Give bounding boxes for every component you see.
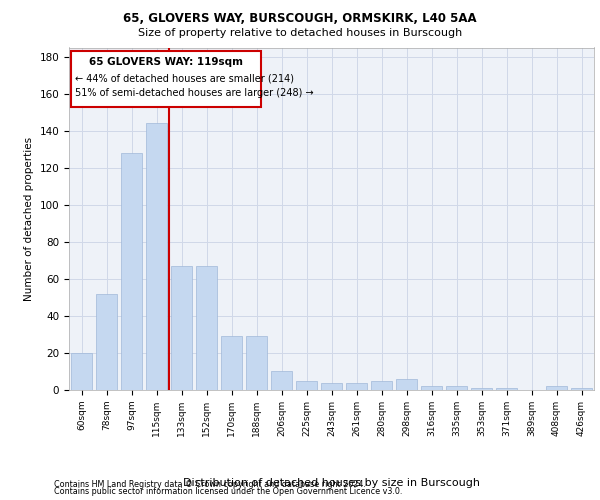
Bar xyxy=(221,336,242,390)
Bar xyxy=(71,353,92,390)
Text: Contains HM Land Registry data © Crown copyright and database right 2024.: Contains HM Land Registry data © Crown c… xyxy=(54,480,366,489)
Bar xyxy=(546,386,567,390)
Bar xyxy=(421,386,442,390)
Text: 51% of semi-detached houses are larger (248) →: 51% of semi-detached houses are larger (… xyxy=(75,88,313,98)
Bar xyxy=(171,266,192,390)
Text: Size of property relative to detached houses in Burscough: Size of property relative to detached ho… xyxy=(138,28,462,38)
Bar xyxy=(446,386,467,390)
Text: ← 44% of detached houses are smaller (214): ← 44% of detached houses are smaller (21… xyxy=(75,74,294,84)
FancyBboxPatch shape xyxy=(71,51,261,106)
Text: 65 GLOVERS WAY: 119sqm: 65 GLOVERS WAY: 119sqm xyxy=(89,57,243,67)
Text: 65, GLOVERS WAY, BURSCOUGH, ORMSKIRK, L40 5AA: 65, GLOVERS WAY, BURSCOUGH, ORMSKIRK, L4… xyxy=(123,12,477,26)
Bar xyxy=(246,336,267,390)
Y-axis label: Number of detached properties: Number of detached properties xyxy=(24,136,34,301)
Bar xyxy=(196,266,217,390)
Bar xyxy=(121,153,142,390)
Bar xyxy=(96,294,117,390)
Bar xyxy=(471,388,492,390)
Bar xyxy=(371,380,392,390)
Bar xyxy=(296,380,317,390)
Bar xyxy=(271,372,292,390)
Bar xyxy=(496,388,517,390)
Bar xyxy=(321,382,342,390)
Bar xyxy=(571,388,592,390)
Text: Contains public sector information licensed under the Open Government Licence v3: Contains public sector information licen… xyxy=(54,487,403,496)
Bar xyxy=(396,379,417,390)
Bar xyxy=(146,124,167,390)
Bar xyxy=(346,382,367,390)
X-axis label: Distribution of detached houses by size in Burscough: Distribution of detached houses by size … xyxy=(183,478,480,488)
